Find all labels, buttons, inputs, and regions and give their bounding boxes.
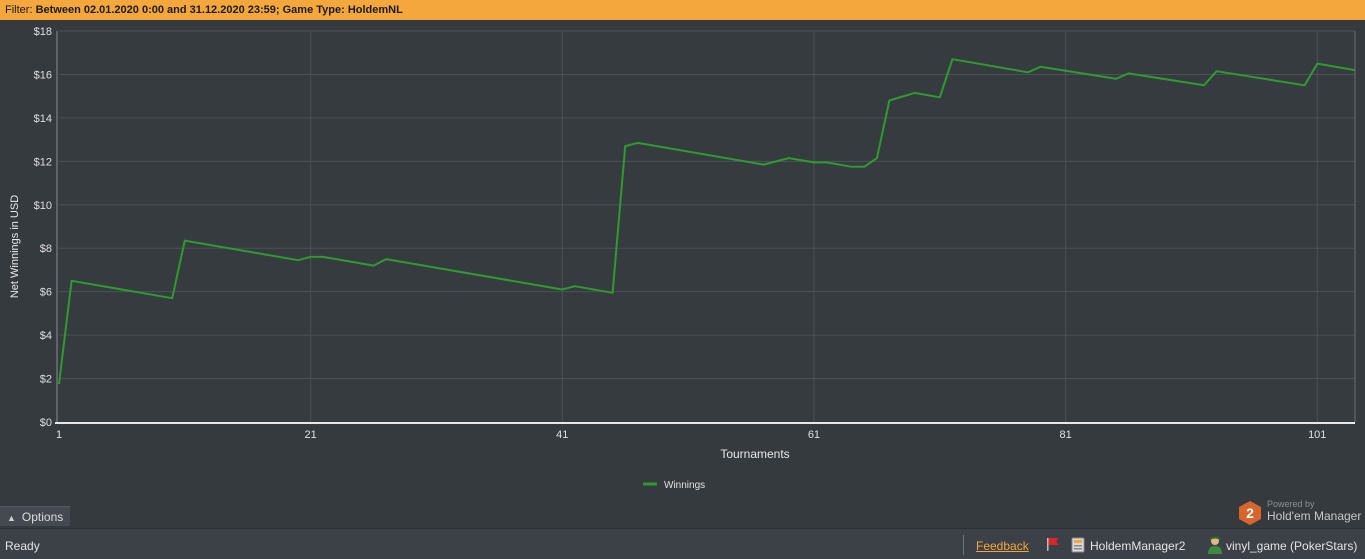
filter-bar: Filter: Between 02.01.2020 0:00 and 31.1… (0, 0, 1365, 20)
series-line-winnings (58, 58, 1356, 385)
y-tick-label: $0 (40, 417, 52, 429)
legend-label-winnings: Winnings (664, 480, 705, 491)
y-tick-label: $18 (34, 26, 52, 38)
y-tick-label: $4 (40, 330, 52, 342)
plot-background (59, 31, 1355, 422)
x-axis-title: Tournaments (720, 447, 789, 461)
y-axis-title: Net Winnings in USD (9, 195, 21, 298)
filter-text: Between 02.01.2020 0:00 and 31.12.2020 2… (35, 4, 403, 16)
status-separator (963, 535, 964, 555)
y-tick-label: $8 (40, 243, 52, 255)
x-tick-label: 81 (1059, 429, 1071, 441)
status-bar: Ready Feedback HoldemManager2 vinyl_game… (0, 528, 1365, 559)
options-label: Options (21, 510, 64, 524)
x-tick-label: 1 (56, 429, 62, 441)
flag-icon[interactable] (1045, 537, 1061, 551)
filter-prefix: Filter: (5, 4, 33, 16)
x-tick-label: 101 (1308, 429, 1326, 441)
status-ready: Ready (5, 539, 40, 553)
feedback-link[interactable]: Feedback (976, 539, 1029, 553)
y-tick-label: $10 (34, 200, 52, 212)
database-icon[interactable] (1070, 537, 1086, 553)
x-tick-label: 61 (808, 429, 820, 441)
player-icon[interactable] (1206, 535, 1224, 555)
hm2-logo-icon: 2 (1239, 501, 1261, 525)
powered-by-logo: 2 Powered by Hold'em Manager (1238, 498, 1365, 526)
y-tick-label: $12 (34, 156, 52, 168)
options-tab[interactable]: ▲ Options (0, 506, 70, 526)
logo-badge-text: 2 (1246, 505, 1254, 521)
winnings-chart: $0 $2 $4 $6 $8 $10 $12 $14 $16 $18 1 21 41 61 81 101 Tou… (0, 20, 1365, 507)
x-tick-label: 41 (556, 429, 568, 441)
player-name[interactable]: vinyl_game (PokerStars) (1226, 539, 1358, 553)
y-tick-label: $14 (34, 113, 52, 125)
database-name[interactable]: HoldemManager2 (1090, 539, 1186, 553)
y-tick-label: $16 (34, 69, 52, 81)
x-tick-label: 21 (305, 429, 317, 441)
chevron-up-icon: ▲ (7, 513, 16, 523)
y-tick-label: $2 (40, 374, 52, 386)
y-tick-label: $6 (40, 287, 52, 299)
chart-svg: $0 $2 $4 $6 $8 $10 $12 $14 $16 $18 1 21 41 61 81 101 Tou… (9, 26, 1356, 491)
powered-by-text: Powered by (1267, 499, 1315, 509)
brand-text: Hold'em Manager (1267, 509, 1362, 523)
